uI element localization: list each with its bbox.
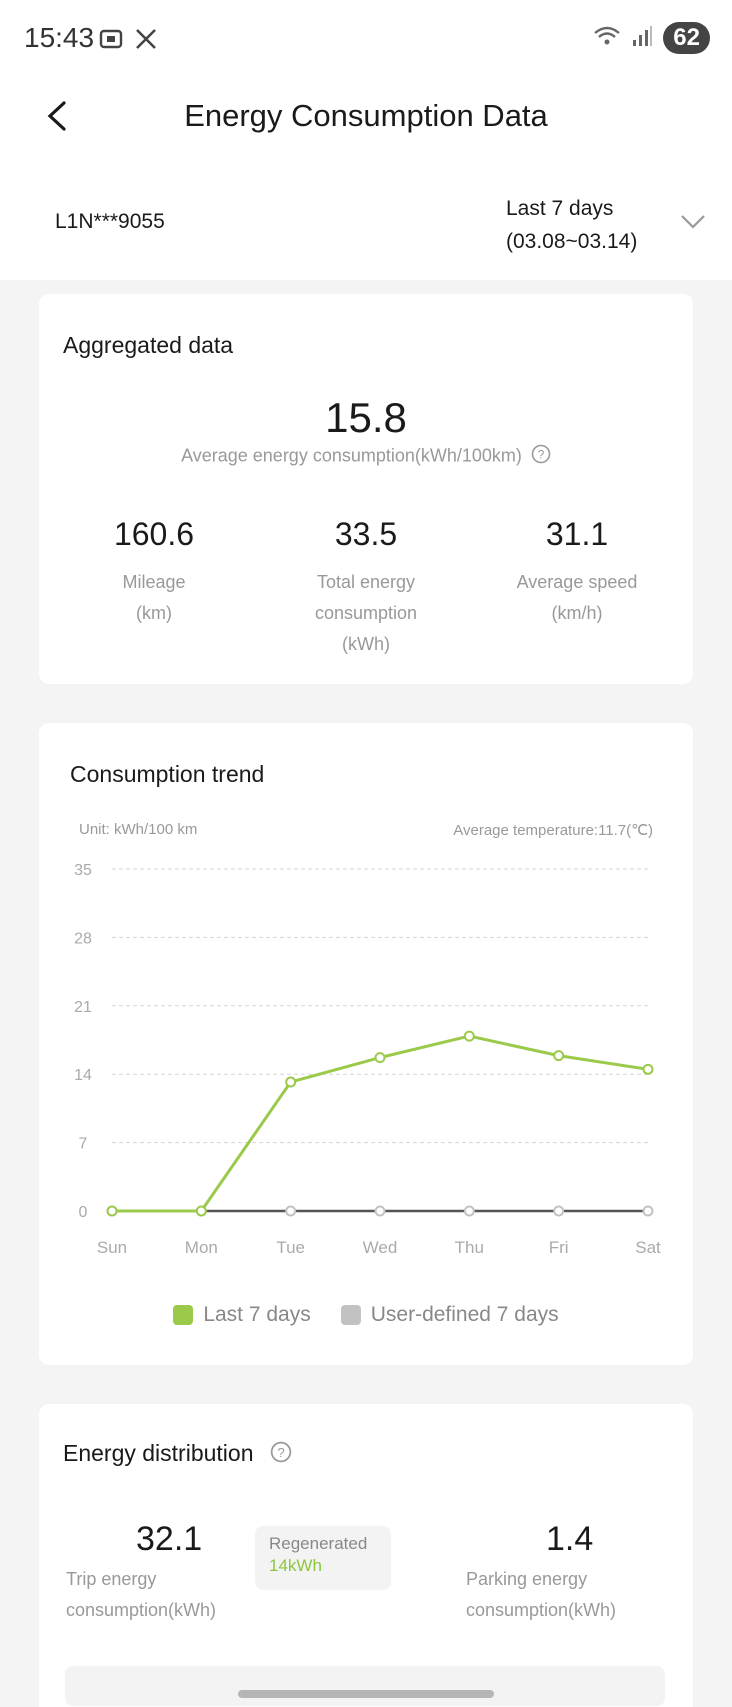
card-title: Aggregated data — [63, 332, 234, 358]
x-tick-label: Sun — [97, 1238, 127, 1253]
y-tick-label: 35 — [74, 862, 92, 879]
notification-icons — [98, 26, 158, 57]
card-title-row: Energy distribution ? — [63, 1440, 292, 1469]
legend-swatch — [340, 1305, 361, 1325]
total-energy-label: Total energy — [316, 572, 416, 592]
average-consumption-value: 15.8 — [325, 394, 407, 441]
chart-unit: Unit: kWh/100 km — [79, 821, 198, 838]
data-point-last-7-days — [463, 1030, 475, 1042]
trip-energy-label: Trip energy consumption(kWh) — [66, 1564, 266, 1626]
data-point-user-defined — [553, 1205, 565, 1217]
wifi-icon — [593, 24, 621, 53]
parking-energy-label-line-2: consumption(kWh) — [466, 1600, 617, 1620]
consumption-trend-card: Consumption trend Unit: kWh/100 km Avera… — [39, 723, 693, 1365]
screenshot-icon — [98, 26, 124, 57]
legend-swatch — [173, 1305, 194, 1325]
data-point-last-7-days — [374, 1052, 386, 1064]
aggregated-data-card: Aggregated data 15.8 Average energy cons… — [39, 294, 693, 684]
y-tick-label: 28 — [74, 930, 92, 947]
data-point-last-7-days — [285, 1076, 297, 1088]
chevron-down-icon — [681, 215, 705, 229]
average-speed-label: Average speed — [516, 572, 638, 592]
help-icon[interactable]: ? — [531, 444, 551, 469]
svg-text:?: ? — [538, 448, 545, 462]
regenerated-energy-box: Regenerated 14kWh — [255, 1526, 391, 1590]
total-energy-label-2: consumption — [314, 603, 418, 623]
signal-icon — [631, 24, 653, 53]
range-dates: (03.08~03.14) — [506, 230, 638, 253]
x-tick-label: Mon — [185, 1238, 218, 1253]
range-label: Last 7 days — [506, 197, 614, 220]
regenerated-value: 14kWh — [269, 1556, 322, 1575]
legend-user-defined[interactable]: User-defined 7 days — [340, 1303, 559, 1327]
chart-legend: Last 7 days User-defined 7 days — [39, 1303, 693, 1327]
parking-energy-label: Parking energy consumption(kWh) — [466, 1564, 666, 1626]
page-title: Energy Consumption Data — [184, 98, 548, 133]
trip-energy-label-line-1: Trip energy — [66, 1569, 157, 1589]
chevron-left-icon — [47, 101, 66, 131]
back-button[interactable] — [34, 94, 78, 138]
system-icons: 62 — [593, 22, 710, 54]
x-tick-label: Tue — [276, 1238, 305, 1253]
data-point-last-7-days — [195, 1205, 207, 1217]
svg-text:?: ? — [277, 1445, 284, 1460]
x-logo-icon — [134, 27, 158, 56]
distribution-bar — [65, 1666, 665, 1706]
parking-energy-value: 1.4 — [546, 1520, 594, 1558]
total-energy-metric: 33.5 Total energy consumption (kWh) — [266, 516, 466, 660]
average-consumption-label-row: Average energy consumption(kWh/100km) ? — [39, 444, 693, 469]
y-tick-label: 14 — [74, 1067, 92, 1084]
data-point-last-7-days — [106, 1205, 118, 1217]
x-tick-label: Sat — [635, 1238, 661, 1253]
x-tick-label: Fri — [549, 1238, 569, 1253]
legend-label: Last 7 days — [203, 1303, 311, 1326]
data-point-user-defined — [463, 1205, 475, 1217]
card-title: Energy distribution — [63, 1440, 254, 1466]
trip-energy-value: 32.1 — [136, 1520, 203, 1558]
regenerated-label: Regenerated — [269, 1534, 368, 1553]
average-consumption-label: Average energy consumption(kWh/100km) — [181, 445, 522, 466]
total-energy-unit: (kWh) — [342, 634, 390, 654]
mileage-label: Mileage — [122, 572, 186, 592]
trip-energy-label-line-2: consumption(kWh) — [66, 1600, 217, 1620]
data-point-last-7-days — [553, 1050, 565, 1062]
average-speed-metric: 31.1 Average speed (km/h) — [477, 516, 677, 629]
average-speed-unit: (km/h) — [551, 603, 603, 623]
status-bar: 15:43 62 — [0, 0, 732, 80]
date-range-dropdown[interactable]: Last 7 days (03.08~03.14) — [506, 192, 706, 262]
home-indicator — [238, 1690, 494, 1698]
y-tick-label: 21 — [74, 999, 92, 1016]
consumption-trend-chart[interactable]: 35 28 21 14 7 0 Sun Mon Tue Wed Thu Fri Sat — [39, 853, 693, 1253]
page-header: Energy Consumption Data L1N***9055 Last … — [0, 80, 732, 280]
data-point-user-defined — [374, 1205, 386, 1217]
card-title: Consumption trend — [70, 761, 265, 787]
x-tick-label: Wed — [363, 1238, 398, 1253]
energy-distribution-card: Energy distribution ? 32.1 Trip energy c… — [39, 1404, 693, 1707]
total-energy-value: 33.5 — [334, 516, 398, 552]
mileage-unit: (km) — [136, 603, 172, 623]
data-point-last-7-days — [642, 1063, 654, 1075]
mileage-metric: 160.6 Mileage (km) — [54, 516, 254, 629]
y-tick-label: 7 — [79, 1136, 88, 1153]
legend-last-7-days[interactable]: Last 7 days — [173, 1303, 311, 1327]
vehicle-id[interactable]: L1N***9055 — [55, 210, 165, 233]
parking-energy-label-line-1: Parking energy — [466, 1569, 588, 1589]
battery-indicator: 62 — [663, 22, 710, 54]
help-icon[interactable]: ? — [270, 1441, 292, 1469]
data-point-user-defined — [642, 1205, 654, 1217]
legend-label: User-defined 7 days — [370, 1303, 559, 1326]
data-point-user-defined — [285, 1205, 297, 1217]
x-tick-label: Thu — [455, 1238, 484, 1253]
status-time: 15:43 — [24, 22, 95, 53]
average-speed-value: 31.1 — [545, 516, 609, 552]
y-tick-label: 0 — [79, 1204, 88, 1221]
mileage-value: 160.6 — [113, 516, 195, 552]
average-temperature: Average temperature:11.7(℃) — [453, 822, 653, 839]
